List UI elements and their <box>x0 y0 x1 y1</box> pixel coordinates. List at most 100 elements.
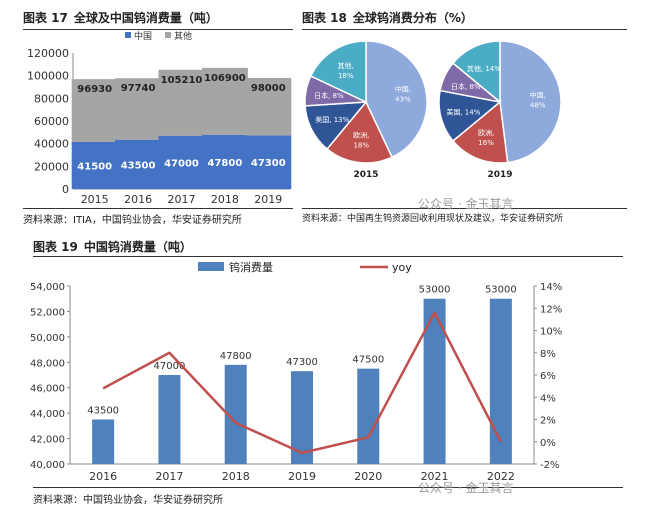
fig17-total-value-label: 96930 <box>77 84 112 95</box>
fig18-pie-slice <box>499 40 562 164</box>
fig17-title-text: 全球及中国钨消费量（吨） <box>73 11 218 25</box>
fig19-bottom-rule <box>33 487 623 488</box>
fig19-combo-chart: 40,000 42,000 44,000 46,000 48,000 50,000 52,0… <box>30 260 562 483</box>
fig18-slice-value-label: 18% <box>353 142 369 150</box>
fig19-left-tick-label: 46,000 <box>30 384 65 395</box>
fig17-x-tick-label: 2017 <box>168 193 196 206</box>
fig18-pie-charts: 中国, 43% 欧洲, 18% 美国, 13% 日本, 8% 其他, 18% 2015 中国, 48… <box>304 40 562 180</box>
fig17-legend-swatch-china <box>125 32 131 38</box>
fig19-right-tick-label: 12% <box>540 304 562 315</box>
fig19-x-tick-label: 2018 <box>222 470 250 483</box>
fig19-bar <box>423 298 446 464</box>
fig18-slice-name-label: 欧洲, <box>353 131 369 140</box>
fig19-right-tick-label: 0% <box>540 438 556 449</box>
fig18-slice-label: 日本, 8% <box>451 82 481 91</box>
fig17-source: 资料来源：ITIA，中国钨业协会，华安证券研究所 <box>23 215 242 226</box>
fig17-x-tick-label: 2015 <box>81 193 109 206</box>
fig18-slice-label: 美国, 14% <box>446 107 480 116</box>
fig17-y-tick-label: 20000 <box>34 160 69 173</box>
fig18-title-number: 图表 18 <box>302 11 347 25</box>
fig19-right-tick-label: 6% <box>540 371 556 382</box>
fig19-source: 资料来源：中国钨业协会，华安证券研究所 <box>33 495 223 506</box>
fig19-left-tick-label: 44,000 <box>30 409 65 420</box>
fig19-legend-swatch-bar <box>198 262 224 271</box>
fig17-total-value-label: 105210 <box>161 75 203 86</box>
fig17-bar-china <box>71 141 118 189</box>
fig17-bar-china <box>115 139 162 189</box>
fig19-top-rule <box>33 256 623 257</box>
fig19-title: 图表 19 中国钨消费量（吨） <box>33 238 192 255</box>
fig19-bar <box>357 368 380 464</box>
fig17-china-value-label: 47000 <box>164 158 199 169</box>
fig19-right-tick-label: 14% <box>540 282 562 293</box>
fig18-slice-name-label: 中国, <box>530 91 546 100</box>
fig19-bar-value-label: 53000 <box>485 285 517 296</box>
fig18-slice-name-label: 中国, <box>395 85 411 94</box>
fig17-bottom-rule <box>23 208 293 209</box>
fig17-y-tick-label: 100000 <box>27 70 69 83</box>
fig19-bar-value-label: 47300 <box>286 357 318 368</box>
fig17-y-tick-label: 60000 <box>34 115 69 128</box>
fig17-total-value-label: 97740 <box>121 83 156 94</box>
fig17-bar-other <box>71 79 118 142</box>
fig18-pie-slice <box>309 40 367 104</box>
fig18-pie-slice <box>438 89 502 142</box>
fig17-title: 图表 17 全球及中国钨消费量（吨） <box>23 9 218 26</box>
fig18-pie-year-label: 2019 <box>487 170 512 180</box>
fig17-y-tick-label: 0 <box>62 183 69 196</box>
fig18-pie-slice <box>365 40 428 159</box>
fig18-pie-slice <box>451 40 501 104</box>
fig17-china-value-label: 43500 <box>121 160 156 171</box>
fig18-top-rule <box>302 29 627 30</box>
fig19-yoy-line <box>102 311 502 455</box>
fig17-y-tick-label: 120000 <box>27 47 69 60</box>
fig19-left-tick-label: 48,000 <box>30 358 65 369</box>
fig17-x-tick-label: 2018 <box>211 193 239 206</box>
fig19-x-tick-label: 2021 <box>421 470 449 483</box>
fig19-bar <box>224 364 247 464</box>
fig19-bar-value-label: 43500 <box>87 406 119 417</box>
fig19-right-tick-label: 4% <box>540 393 556 404</box>
fig19-legend-label-line: yoy <box>392 261 412 274</box>
fig19-bar-value-label: 47800 <box>220 351 252 362</box>
fig19-bar-value-label: 47000 <box>154 361 186 372</box>
fig19-right-tick-label: 2% <box>540 416 556 427</box>
fig19-x-tick-label: 2017 <box>155 470 183 483</box>
fig19-title-text: 中国钨消费量（吨） <box>83 240 192 254</box>
fig19-x-tick-label: 2019 <box>288 470 316 483</box>
fig19-x-tick-label: 2022 <box>487 470 515 483</box>
fig17-legend-label-china: 中国 <box>134 30 152 42</box>
fig18-title-text: 全球钨消费分布（%） <box>352 11 473 25</box>
watermark-bottom-text: 公众号 · 金玉其言 <box>418 481 514 495</box>
fig18-slice-value-label: 48% <box>530 102 546 110</box>
watermark-top: 公众号 · 金玉其言 <box>418 195 513 212</box>
fig18-pie-slice <box>326 100 393 164</box>
fig17-bar-other <box>158 69 205 136</box>
fig19-left-tick-label: 50,000 <box>30 333 65 344</box>
fig17-bar-china <box>245 135 292 189</box>
fig18-pie-slice <box>451 100 509 164</box>
fig18-title: 图表 18 全球钨消费分布（%） <box>302 9 473 26</box>
fig19-bar <box>291 371 313 464</box>
fig19-bar <box>92 419 115 464</box>
fig17-legend-label-other: 其他 <box>174 30 192 42</box>
fig18-bottom-rule <box>302 208 627 209</box>
fig19-right-tick-label: 10% <box>540 327 562 338</box>
fig19-bar <box>158 375 181 464</box>
fig17-bar-china <box>201 134 248 189</box>
watermark-top-text: 公众号 · 金玉其言 <box>418 197 514 211</box>
fig19-bar <box>489 298 512 464</box>
fig18-slice-name-label: 欧洲, <box>478 128 494 137</box>
fig19-right-tick-label: 8% <box>540 349 556 360</box>
fig17-title-number: 图表 17 <box>23 11 68 25</box>
fig17-china-value-label: 47300 <box>251 158 286 169</box>
fig18-slice-label: 美国, 13% <box>315 115 349 124</box>
fig19-bar-value-label: 53000 <box>419 285 451 296</box>
fig17-y-tick-label: 80000 <box>34 92 69 105</box>
fig17-total-value-label: 106900 <box>204 73 246 84</box>
fig18-slice-label: 其他, 14% <box>467 64 501 73</box>
fig19-x-tick-label: 2020 <box>354 470 382 483</box>
fig17-bar-other <box>245 77 292 136</box>
fig17-bar-china <box>158 135 205 189</box>
fig19-left-tick-label: 54,000 <box>30 282 65 293</box>
